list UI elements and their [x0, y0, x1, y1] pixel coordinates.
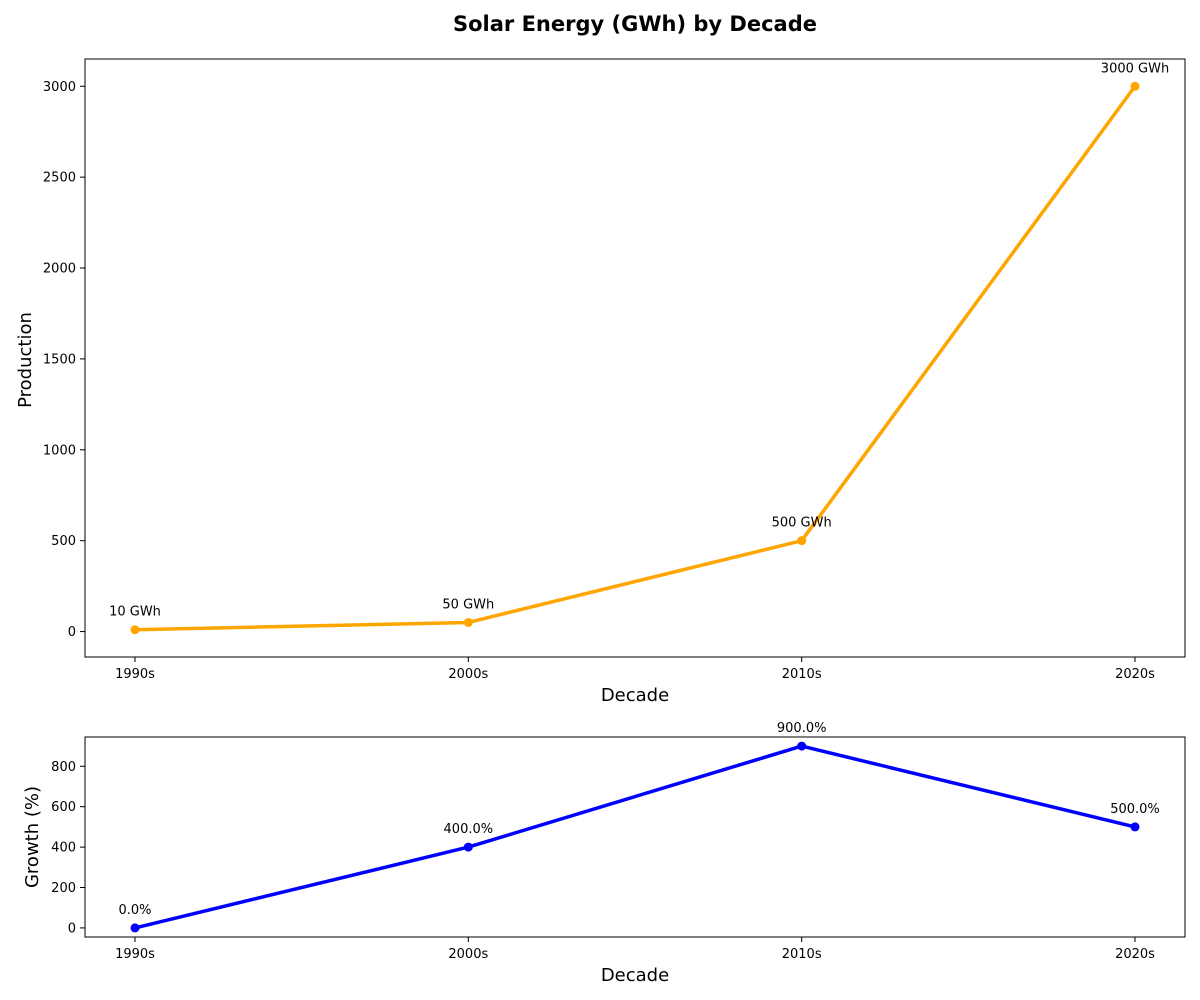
- production-y-tick-label: 0: [68, 625, 76, 640]
- production-data-label: 500 GWh: [772, 516, 832, 531]
- growth-points: [130, 741, 1140, 933]
- production-y-tick-label: 1500: [43, 352, 76, 367]
- growth-x-axis-label: Decade: [601, 965, 669, 986]
- production-y-ticks: 0 500 1000 1500 2000 2500 3000: [43, 80, 85, 640]
- growth-y-tick-label: 400: [51, 841, 76, 856]
- growth-data-label: 500.0%: [1110, 802, 1160, 817]
- growth-y-tick-label: 800: [51, 760, 76, 775]
- growth-x-tick-label: 2000s: [448, 947, 488, 962]
- production-series-line: [134, 85, 1137, 632]
- growth-panel: 0 200 400 600 800 1990s 2000s 2010s 2020s 0.0% 4…: [22, 721, 1186, 986]
- growth-y-tick-label: 0: [68, 921, 76, 936]
- production-data-point: [463, 617, 473, 627]
- growth-data-label: 0.0%: [118, 903, 151, 918]
- growth-data-labels: 0.0% 400.0% 900.0% 500.0%: [118, 721, 1159, 918]
- growth-data-label: 400.0%: [444, 822, 494, 837]
- growth-x-tick-label: 2020s: [1115, 947, 1155, 962]
- production-data-labels: 10 GWh 50 GWh 500 GWh 3000 GWh: [109, 61, 1169, 619]
- production-data-label: 50 GWh: [442, 597, 494, 612]
- production-y-tick-label: 2000: [43, 262, 76, 277]
- production-x-ticks: 1990s 2000s 2010s 2020s: [115, 657, 1155, 682]
- production-y-tick-label: 500: [51, 534, 76, 549]
- production-data-point: [130, 625, 140, 635]
- production-data-point: [1130, 81, 1140, 91]
- growth-y-tick-label: 600: [51, 800, 76, 815]
- production-x-tick-label: 2010s: [782, 667, 822, 682]
- production-y-tick-label: 3000: [43, 80, 76, 95]
- production-data-label: 10 GWh: [109, 605, 161, 620]
- production-x-tick-label: 2020s: [1115, 667, 1155, 682]
- growth-y-ticks: 0 200 400 600 800: [51, 760, 85, 936]
- production-points: [130, 81, 1140, 635]
- production-x-tick-label: 1990s: [115, 667, 155, 682]
- growth-plot-frame: [84, 736, 1186, 938]
- growth-x-tick-label: 1990s: [115, 947, 155, 962]
- growth-y-tick-label: 200: [51, 881, 76, 896]
- production-y-tick-label: 1000: [43, 443, 76, 458]
- growth-x-ticks: 1990s 2000s 2010s 2020s: [115, 937, 1155, 962]
- growth-data-label: 900.0%: [777, 721, 827, 736]
- production-y-tick-label: 2500: [43, 171, 76, 186]
- growth-x-tick-label: 2010s: [782, 947, 822, 962]
- production-data-point: [797, 536, 807, 546]
- chart-title: Solar Energy (GWh) by Decade: [453, 12, 817, 36]
- production-y-axis-label: Production: [15, 312, 36, 408]
- production-x-axis-label: Decade: [601, 685, 669, 706]
- production-x-tick-label: 2000s: [448, 667, 488, 682]
- growth-y-axis-label: Growth (%): [22, 786, 43, 888]
- growth-data-point: [1130, 822, 1140, 832]
- growth-data-point: [463, 842, 473, 852]
- growth-series-line: [134, 744, 1136, 930]
- growth-data-point: [130, 923, 140, 933]
- production-panel: 0 500 1000 1500 2000 2500 3000 1990s 2000s 2010s…: [15, 58, 1186, 706]
- production-plot-frame: [84, 58, 1186, 658]
- production-data-label: 3000 GWh: [1101, 61, 1169, 76]
- growth-data-point: [797, 741, 807, 751]
